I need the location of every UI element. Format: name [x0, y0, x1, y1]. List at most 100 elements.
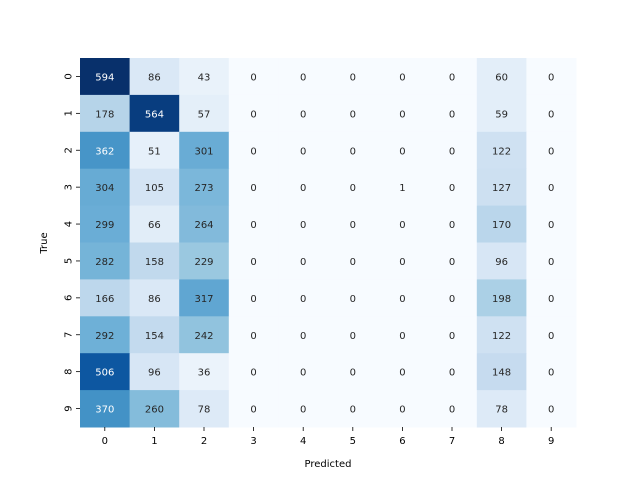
heatmap-cell-5-3: [228, 242, 279, 280]
x-tick-label-5: 5: [350, 436, 356, 447]
heatmap-cell-0-7: [427, 58, 478, 96]
cell-annotation-1-2: 57: [198, 109, 211, 120]
y-tick-label-1: 1: [64, 110, 75, 116]
cell-annotation-5-1: 158: [145, 257, 164, 268]
cell-annotation-4-5: 0: [350, 220, 356, 231]
heatmap-cell-2-4: [278, 131, 329, 170]
heatmap-cell-7-2: [179, 316, 230, 354]
cell-annotation-8-8: 148: [492, 368, 511, 379]
heatmap-cell-5-5: [328, 242, 379, 280]
heatmap-cell-7-4: [278, 316, 329, 354]
x-axis-ticks: 0 1 2 3 4 5 6 7 8 9: [102, 427, 554, 447]
heatmap-cell-0-4: [278, 58, 329, 96]
cell-annotation-7-1: 154: [145, 331, 164, 342]
cell-annotation-8-2: 36: [198, 368, 211, 379]
cell-annotation-3-5: 0: [350, 183, 356, 194]
heatmap-cell-7-5: [328, 316, 379, 354]
y-tick-label-4: 4: [64, 221, 75, 227]
x-tick-label-1: 1: [151, 436, 157, 447]
heatmap-cell-8-2: [179, 353, 230, 391]
cell-annotation-0-0: 594: [95, 72, 114, 83]
heatmap-cell-2-0: [80, 131, 131, 170]
x-tick-label-0: 0: [102, 436, 108, 447]
heatmap-cell-2-3: [228, 131, 279, 170]
cell-annotation-9-4: 0: [300, 405, 306, 416]
heatmap-cell-2-6: [377, 131, 428, 170]
cell-annotation-2-2: 301: [194, 146, 213, 157]
heatmap-cell-4-5: [328, 205, 379, 243]
heatmap-cell-4-6: [377, 205, 428, 243]
heatmap-cell-5-4: [278, 242, 329, 280]
heatmap-cell-8-9: [526, 353, 577, 391]
cell-annotation-9-7: 0: [449, 405, 455, 416]
y-tick-label-2: 2: [64, 147, 75, 153]
heatmap-cell-5-0: [80, 242, 131, 280]
heatmap-cell-5-9: [526, 242, 577, 280]
cell-annotation-7-7: 0: [449, 331, 455, 342]
heatmap-cell-7-6: [377, 316, 428, 354]
heatmap-cell-3-0: [80, 168, 131, 207]
heatmap-cell-4-7: [427, 205, 478, 243]
cell-annotation-9-1: 260: [145, 405, 164, 416]
heatmap-cell-1-3: [228, 94, 279, 133]
cell-annotation-7-2: 242: [194, 331, 213, 342]
heatmap-cell-7-1: [129, 316, 180, 354]
cell-annotation-6-4: 0: [300, 294, 306, 305]
cell-annotation-8-6: 0: [399, 368, 405, 379]
cell-annotation-8-9: 0: [548, 368, 554, 379]
cell-annotation-5-6: 0: [399, 257, 405, 268]
cell-annotation-9-3: 0: [250, 405, 256, 416]
heatmap-cell-0-5: [328, 58, 379, 96]
cell-annotation-5-5: 0: [350, 257, 356, 268]
cell-annotation-8-3: 0: [250, 368, 256, 379]
heatmap-cell-4-8: [476, 205, 527, 243]
heatmap-cell-4-1: [129, 205, 180, 243]
heatmap-cell-4-0: [80, 205, 131, 243]
cell-annotation-4-8: 170: [492, 220, 511, 231]
heatmap-cell-0-6: [377, 58, 428, 96]
cell-annotation-1-6: 0: [399, 109, 405, 120]
cell-annotation-9-0: 370: [95, 405, 114, 416]
heatmap-cell-8-8: [476, 353, 527, 391]
heatmap-cell-5-2: [179, 242, 230, 280]
cell-annotation-4-9: 0: [548, 220, 554, 231]
heatmap-cell-6-1: [129, 279, 180, 317]
cell-annotation-1-9: 0: [548, 109, 554, 120]
cell-annotation-5-7: 0: [449, 257, 455, 268]
heatmap-cell-0-2: [179, 58, 230, 96]
cell-annotation-1-8: 59: [495, 109, 508, 120]
cell-annotation-1-5: 0: [350, 109, 356, 120]
cell-annotation-0-2: 43: [198, 72, 211, 83]
heatmap-cell-2-2: [179, 131, 230, 170]
cell-annotation-1-1: 564: [145, 109, 164, 120]
cell-annotation-0-8: 60: [495, 72, 508, 83]
cell-annotation-8-4: 0: [300, 368, 306, 379]
cell-annotation-2-1: 51: [148, 146, 161, 157]
heatmap-cell-6-3: [228, 279, 279, 317]
cell-annotation-3-7: 0: [449, 183, 455, 194]
heatmap-cell-9-2: [179, 390, 230, 428]
cell-annotation-4-3: 0: [250, 220, 256, 231]
heatmap-cell-6-5: [328, 279, 379, 317]
heatmap-cell-9-5: [328, 390, 379, 428]
heatmap-cell-3-3: [228, 168, 279, 207]
heatmap-cell-7-3: [228, 316, 279, 354]
cell-annotation-9-6: 0: [399, 405, 405, 416]
heatmap-cells: [80, 58, 577, 428]
cell-annotation-9-9: 0: [548, 405, 554, 416]
x-tick-label-6: 6: [399, 436, 405, 447]
y-tick-label-9: 9: [64, 405, 75, 411]
cell-annotation-5-4: 0: [300, 257, 306, 268]
cell-annotation-7-0: 292: [95, 331, 114, 342]
cell-annotation-0-7: 0: [449, 72, 455, 83]
cell-annotation-6-0: 166: [95, 294, 114, 305]
heatmap-cell-3-4: [278, 168, 329, 207]
heatmap-cell-0-8: [476, 58, 527, 96]
y-tick-label-0: 0: [64, 73, 75, 79]
y-tick-label-8: 8: [64, 368, 75, 374]
heatmap-cell-1-6: [377, 94, 428, 133]
heatmap-cell-8-5: [328, 353, 379, 391]
heatmap-cell-6-0: [80, 279, 131, 317]
heatmap-cell-9-7: [427, 390, 478, 428]
